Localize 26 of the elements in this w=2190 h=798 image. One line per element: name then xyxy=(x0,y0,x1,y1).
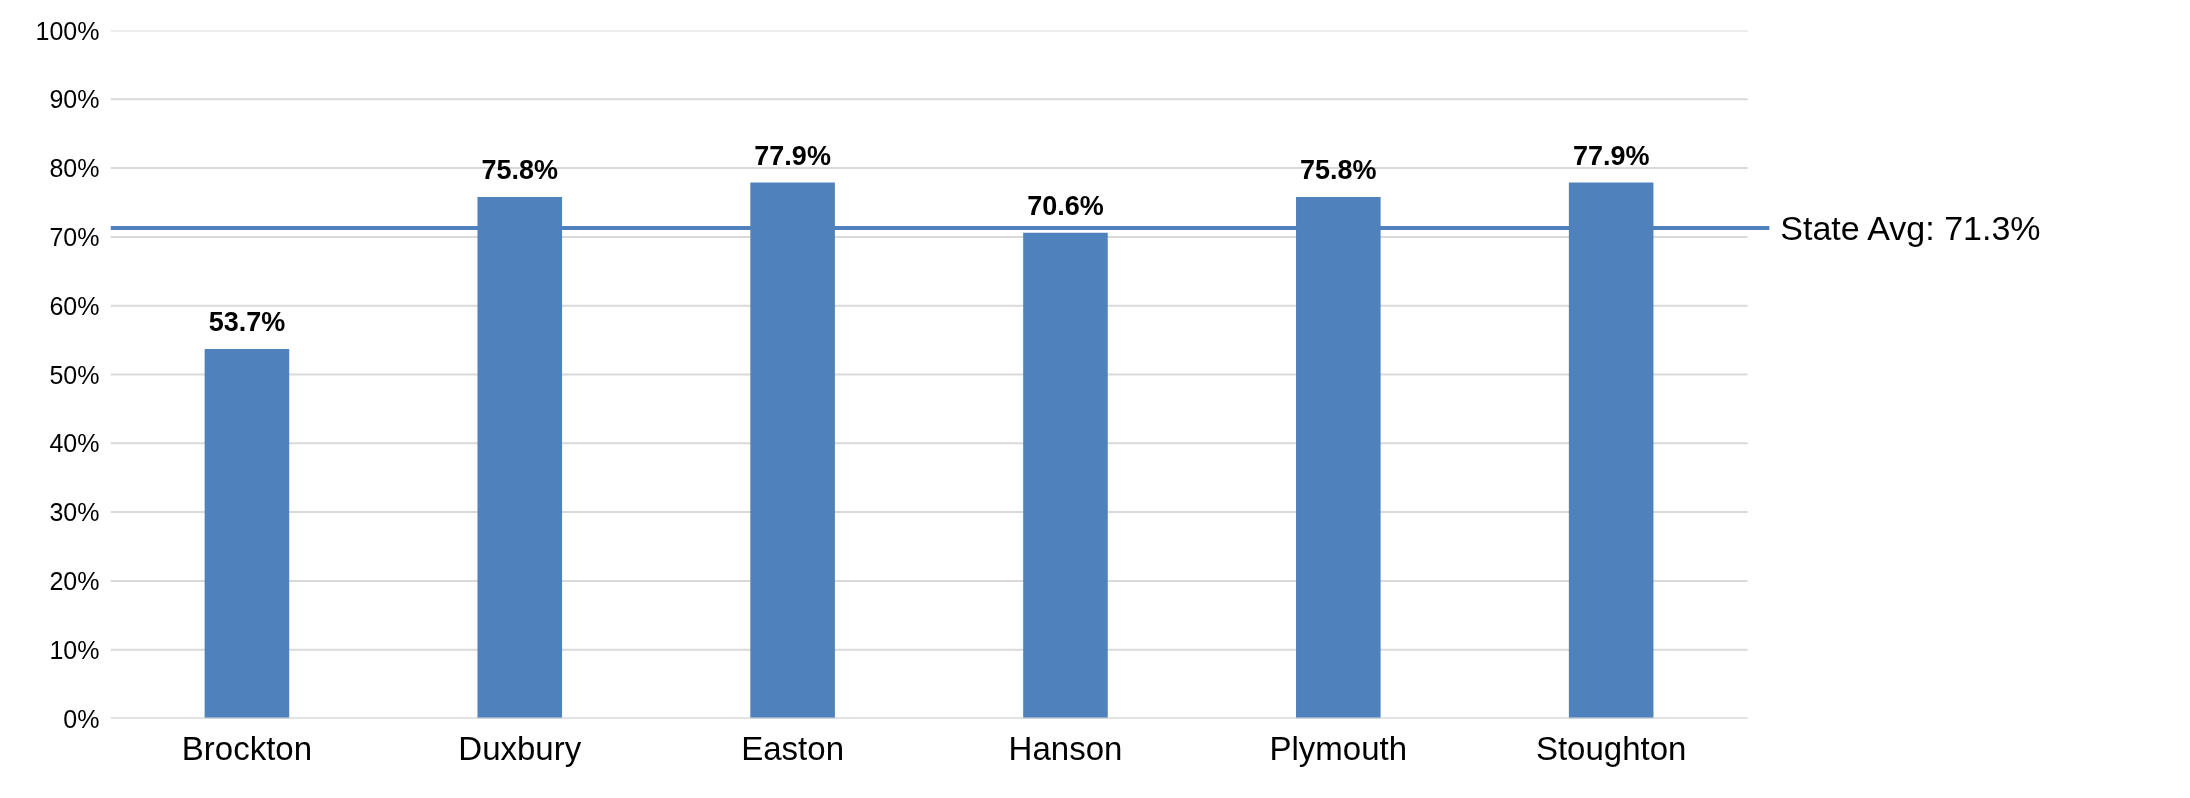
data-label: 75.8% xyxy=(481,155,559,185)
y-tick-label: 0% xyxy=(63,704,100,733)
x-tick-label: Stoughton xyxy=(1535,729,1687,767)
y-tick-label: 40% xyxy=(49,429,100,458)
y-tick-label: 100% xyxy=(35,16,100,45)
y-tick-label: 20% xyxy=(49,566,100,595)
bar xyxy=(204,349,290,719)
y-tick-label: 70% xyxy=(49,222,100,251)
y-tick-label: 30% xyxy=(49,498,100,527)
x-tick-label: Easton xyxy=(741,729,844,767)
ref-line-label: State Avg: 71.3% xyxy=(1780,208,2041,247)
x-tick-label: Brockton xyxy=(181,729,313,767)
y-tick-label: 60% xyxy=(49,291,100,320)
data-label: 53.7% xyxy=(208,307,286,338)
y-tick-label: 90% xyxy=(49,85,100,114)
x-tick-label: Plymouth xyxy=(1269,729,1408,767)
data-label: 75.8% xyxy=(1300,155,1377,185)
x-tick-label: Duxbury xyxy=(458,729,582,767)
data-label: 77.9% xyxy=(1572,140,1650,171)
x-tick-label: Hanson xyxy=(1008,729,1123,767)
y-tick-label: 50% xyxy=(49,360,100,389)
data-label: 77.9% xyxy=(754,140,831,171)
data-label: 70.6% xyxy=(1027,190,1104,221)
y-tick-label: 10% xyxy=(49,635,100,664)
bar xyxy=(1023,232,1108,719)
y-tick-label: 80% xyxy=(49,154,100,183)
